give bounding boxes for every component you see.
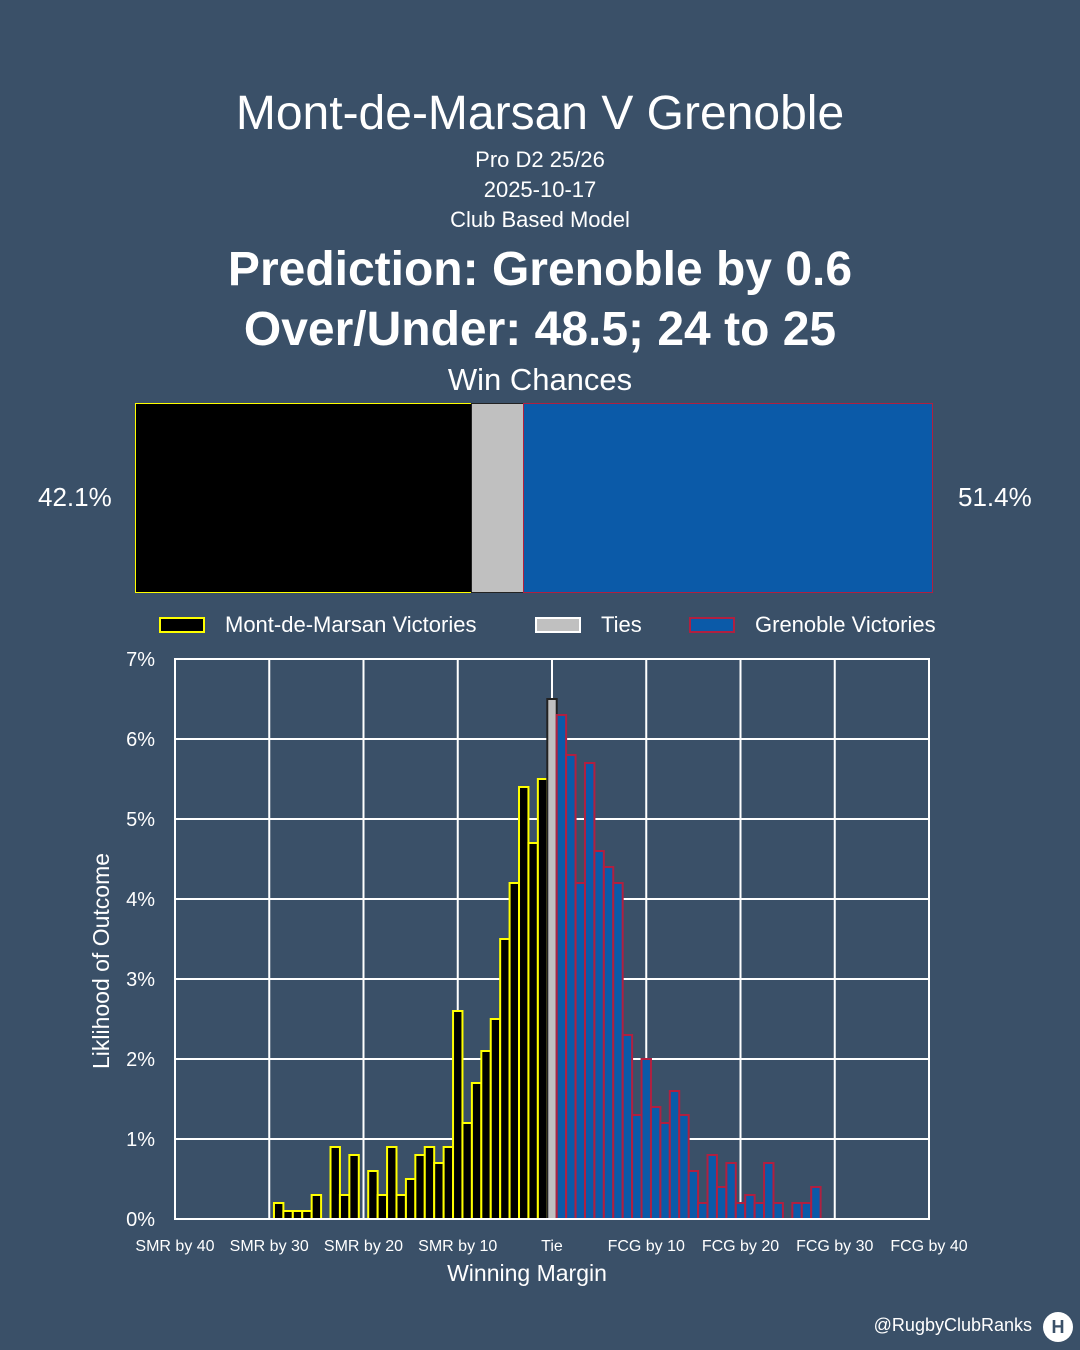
bar-away [772, 1202, 784, 1220]
x-tick-label: FCG by 40 [890, 1238, 967, 1255]
rugby-posts-logo-icon: H [1043, 1312, 1073, 1342]
x-tick-label: SMR by 20 [324, 1238, 403, 1255]
bar-away [612, 882, 624, 1220]
y-tick-label: 0% [126, 1209, 155, 1231]
x-tick-label: FCG by 20 [702, 1238, 779, 1255]
x-tick-label: FCG by 10 [608, 1238, 685, 1255]
bar-away [715, 1186, 728, 1220]
legend-home-label: Mont-de-Marsan Victories [225, 612, 477, 637]
plot-frame [174, 658, 930, 1220]
y-axis-label: Liklihood of Outcome [88, 853, 114, 1069]
bar-away [583, 762, 596, 1220]
bar-home [338, 1194, 351, 1220]
win-bar-tie-segment [470, 403, 525, 593]
y-tick-label: 4% [126, 889, 155, 911]
x-tick-label: SMR by 10 [418, 1238, 497, 1255]
x-axis-label: Winning Margin [447, 1260, 607, 1286]
bar-away [744, 1194, 756, 1220]
x-tick-label: FCG by 30 [796, 1238, 873, 1255]
prediction-headline: Prediction: Grenoble by 0.6 [227, 243, 853, 296]
competition-label: Pro D2 25/26 [475, 147, 605, 172]
bar-home [536, 778, 549, 1220]
away-win-percent: 51.4% [958, 482, 1032, 512]
y-tick-label: 2% [126, 1049, 155, 1071]
model-label: Club Based Model [450, 207, 630, 232]
bar-home [329, 1146, 341, 1220]
bar-away [602, 866, 615, 1220]
bar-away [621, 1034, 634, 1220]
x-tick-label: Tie [541, 1238, 563, 1255]
y-tick-label: 7% [126, 649, 155, 671]
bar-away [678, 1114, 690, 1220]
y-tick-label: 5% [126, 809, 155, 831]
win-chances-bar [135, 403, 933, 593]
legend-away-label: Grenoble Victories [755, 612, 936, 637]
win-bar-home-segment [135, 403, 473, 593]
bar-away [574, 882, 586, 1220]
bar-home [376, 1194, 389, 1220]
bar-away [763, 1162, 775, 1220]
bar-home [310, 1194, 323, 1220]
bar-away [725, 1162, 737, 1220]
bar-home [348, 1154, 360, 1220]
bar-home [414, 1154, 426, 1220]
bar-home [367, 1170, 379, 1220]
bar-home [499, 938, 511, 1220]
bar-away [640, 1058, 652, 1220]
bar-away [697, 1202, 709, 1220]
bar-away [734, 1202, 747, 1220]
bar-home [461, 1122, 473, 1220]
legend-home-swatch [159, 617, 205, 633]
bar-home [386, 1146, 398, 1220]
bar-away [593, 850, 605, 1220]
y-tick-label: 1% [126, 1129, 155, 1151]
bar-away [706, 1154, 718, 1220]
legend-tie-swatch [535, 617, 581, 633]
credit-handle: @RugbyClubRanks [873, 1315, 1032, 1335]
bar-away [565, 754, 577, 1220]
bar-home [282, 1210, 294, 1220]
bar-away [810, 1186, 822, 1220]
bar-home [489, 1018, 502, 1220]
bar-away [631, 1114, 643, 1220]
bar-home [433, 1162, 445, 1220]
bar-tie [546, 698, 558, 1220]
winning-margin-chart: 0% 1% 2% 3% 4% 5% 6% 7% SMR by 40 SMR by 30 SMR by… [88, 649, 968, 1286]
win-bar-away-segment [522, 403, 933, 593]
legend-tie-label: Ties [601, 612, 642, 637]
bar-home [452, 1010, 464, 1220]
bar-home [518, 786, 530, 1220]
y-tick-label: 3% [126, 969, 155, 991]
bar-away [791, 1202, 803, 1220]
bar-away [649, 1106, 662, 1220]
x-tick-label: SMR by 40 [135, 1238, 214, 1255]
bar-home [423, 1146, 436, 1220]
over-under-headline: Over/Under: 48.5; 24 to 25 [243, 303, 837, 356]
bar-away [800, 1202, 813, 1220]
bar-away [555, 714, 568, 1220]
bar-home [470, 1082, 483, 1220]
home-win-percent: 42.1% [38, 482, 112, 512]
bar-away [753, 1202, 766, 1220]
bar-home [527, 842, 539, 1220]
bar-away [659, 1122, 671, 1220]
bar-home [480, 1050, 492, 1220]
bar-home [272, 1202, 285, 1220]
x-tick-label: SMR by 30 [230, 1238, 309, 1255]
bar-home [404, 1178, 417, 1220]
match-date: 2025-10-17 [483, 177, 597, 202]
bar-home [301, 1210, 313, 1220]
bar-home [508, 882, 521, 1220]
win-chances-title: Win Chances [447, 362, 633, 397]
bar-home [442, 1146, 455, 1220]
bar-away [687, 1170, 700, 1220]
bar-home [395, 1194, 407, 1220]
bar-home [291, 1210, 304, 1220]
y-tick-label: 6% [126, 729, 155, 751]
legend-away-swatch [689, 617, 735, 633]
bar-away [668, 1090, 681, 1220]
match-title: Mont-de-Marsan V Grenoble [235, 87, 845, 140]
